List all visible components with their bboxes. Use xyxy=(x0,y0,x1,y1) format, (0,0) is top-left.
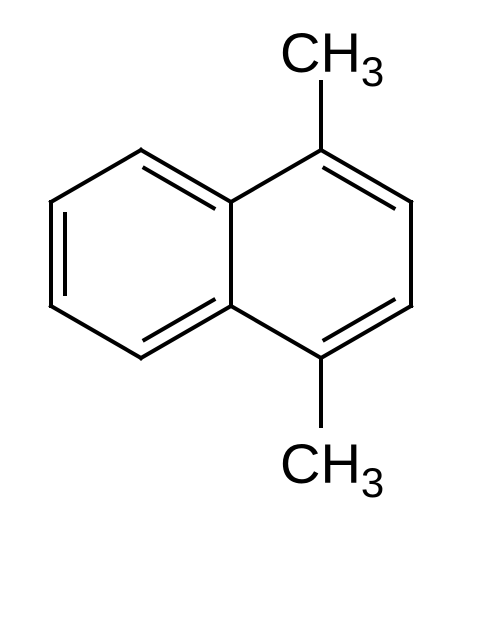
bond-line xyxy=(231,306,321,358)
molecule-diagram: CH3 CH3 xyxy=(0,0,500,640)
bond-line xyxy=(231,150,321,202)
ch3-bottom: CH3 xyxy=(280,432,384,506)
ch3-top: CH3 xyxy=(280,21,384,95)
bond-line xyxy=(51,150,141,202)
bond-line xyxy=(51,306,141,358)
